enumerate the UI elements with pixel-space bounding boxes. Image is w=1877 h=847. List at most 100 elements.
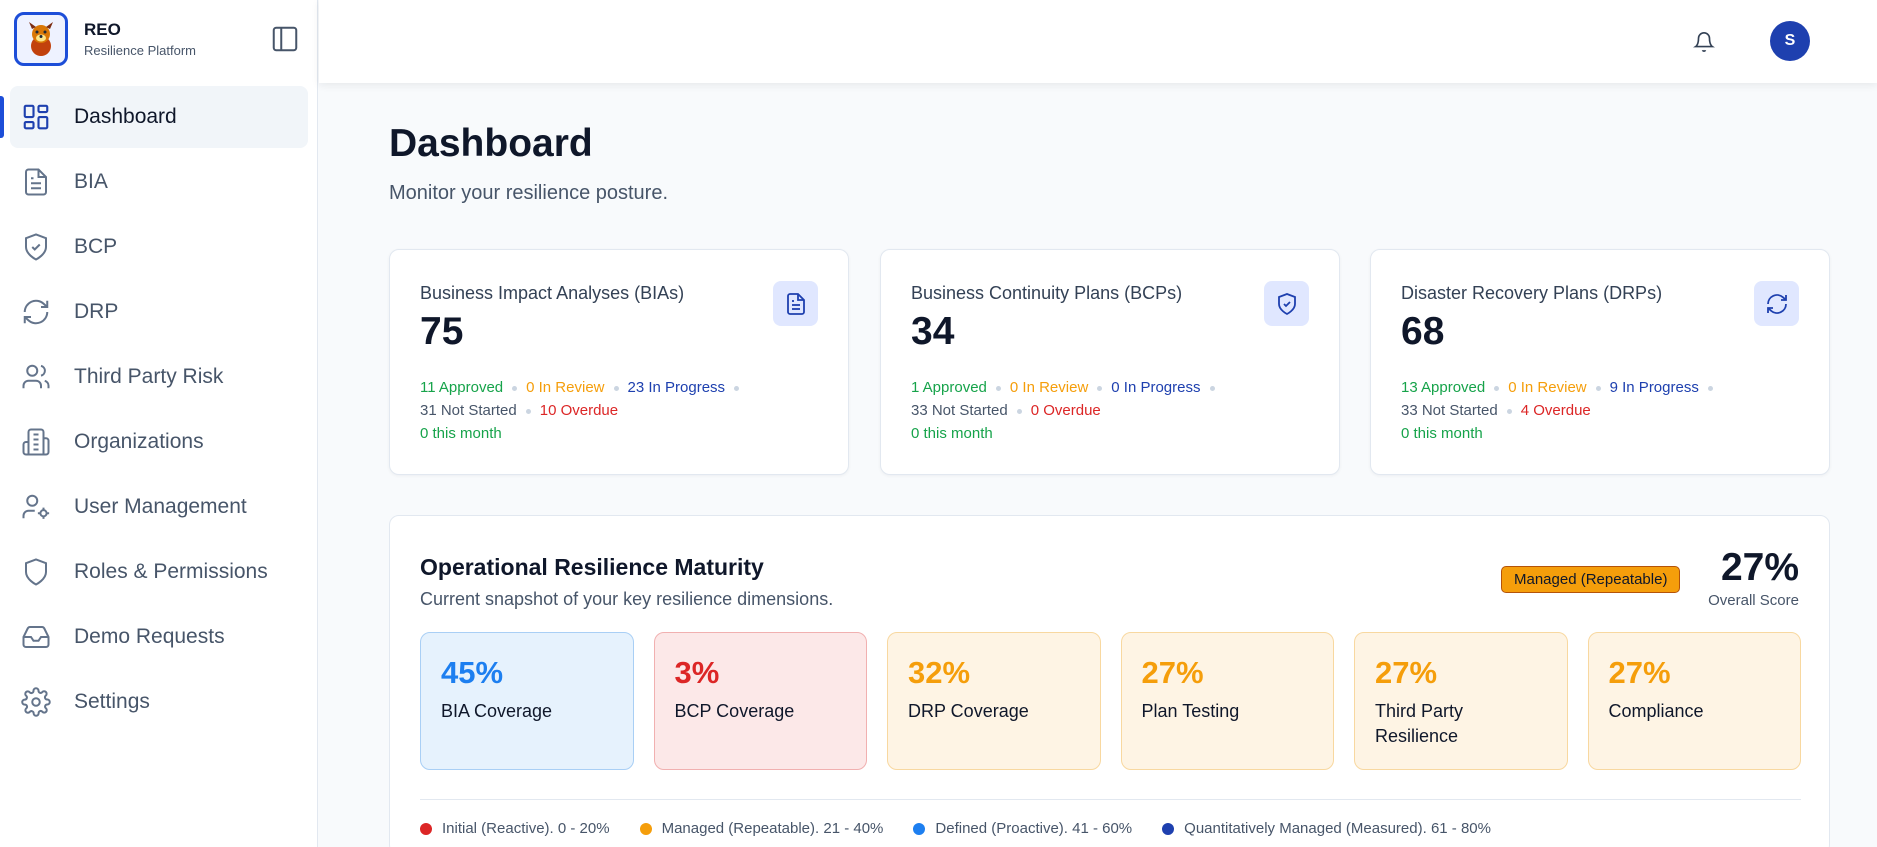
legend-dot (913, 822, 926, 835)
legend-item-managed: Managed (Repeatable). 21 - 40% (639, 820, 884, 837)
sidebar-item-drp[interactable]: DRP (10, 281, 308, 343)
tile-value: 3% (674, 655, 720, 690)
logo (14, 12, 68, 66)
notifications-button[interactable] (1688, 26, 1720, 58)
this-month-count: 0 this month (911, 425, 993, 442)
gear-icon (18, 684, 54, 720)
sidebar-nav: Dashboard BIA BCP DRP Third Party Risk (0, 86, 318, 736)
stat-card-drps[interactable]: Disaster Recovery Plans (DRPs) 68 13 App… (1370, 249, 1830, 475)
sidebar-item-dashboard[interactable]: Dashboard (0, 86, 308, 148)
in-progress-count: 0 In Progress (1111, 379, 1201, 396)
sidebar-item-label: BIA (74, 170, 108, 193)
tile-value: 27% (1608, 655, 1671, 690)
legend-item-defined: Defined (Proactive). 41 - 60% (913, 820, 1132, 837)
maturity-subtitle: Current snapshot of your key resilience … (420, 589, 834, 609)
in-review-count: 0 In Review (1009, 379, 1089, 396)
sidebar-item-label: DRP (74, 300, 119, 323)
top-bar: S (319, 0, 1877, 83)
maturity-legend: Initial (Reactive). 0 - 20% Managed (Rep… (420, 820, 1521, 837)
shield-check-icon (1264, 281, 1309, 326)
sidebar-item-label: Roles & Permissions (74, 560, 268, 583)
legend-label: Quantitatively Managed (Measured). 61 - … (1184, 820, 1491, 837)
not-started-count: 33 Not Started (911, 402, 1008, 419)
approved-count: 1 Approved (911, 379, 987, 396)
approved-count: 11 Approved (420, 379, 504, 396)
maturity-panel: Operational Resilience Maturity Current … (389, 515, 1830, 847)
tile-label: Compliance (1608, 701, 1704, 721)
sidebar-toggle-button[interactable] (268, 22, 302, 56)
shield-icon (18, 554, 54, 590)
refresh-icon (18, 294, 54, 330)
legend-label: Managed (Repeatable). 21 - 40% (661, 820, 884, 837)
user-cog-icon (18, 489, 54, 525)
sidebar-item-label: Settings (74, 690, 150, 713)
user-avatar[interactable]: S (1770, 21, 1810, 61)
sidebar-item-label: Organizations (74, 430, 204, 453)
this-month-count: 0 this month (1401, 425, 1483, 442)
overall-score-value: 27% (1720, 546, 1799, 589)
maturity-level-badge: Managed (Repeatable) (1501, 566, 1681, 593)
sidebar-item-roles-permissions[interactable]: Roles & Permissions (10, 541, 308, 603)
approved-count: 13 Approved (1401, 379, 1486, 396)
maturity-tile-drp-coverage[interactable]: 32% DRP Coverage (887, 632, 1101, 770)
document-icon (773, 281, 818, 326)
maturity-tile-compliance[interactable]: 27% Compliance (1587, 632, 1801, 770)
not-started-count: 31 Not Started (420, 402, 517, 419)
maturity-tile-third-party-resilience[interactable]: 27% Third Party Resilience (1354, 632, 1568, 770)
in-review-count: 0 In Review (526, 379, 605, 396)
in-progress-count: 9 In Progress (1609, 379, 1699, 396)
stat-card-value: 75 (420, 310, 464, 353)
sidebar-item-label: Demo Requests (74, 625, 225, 648)
document-icon (18, 164, 54, 200)
sidebar-item-settings[interactable]: Settings (10, 671, 308, 733)
sidebar-item-user-management[interactable]: User Management (10, 476, 308, 538)
tile-value: 32% (908, 655, 971, 690)
stat-card-breakdown: 1 Approved 0 In Review 0 In Progress 33 No… (911, 376, 1321, 445)
maturity-tile-plan-testing[interactable]: 27% Plan Testing (1120, 632, 1334, 770)
legend-dot (1162, 822, 1175, 835)
panel-left-icon (272, 26, 298, 52)
dashboard-grid-icon (18, 99, 54, 135)
sidebar-item-third-party-risk[interactable]: Third Party Risk (10, 346, 308, 408)
page-title: Dashboard (389, 122, 593, 165)
legend-dot (639, 822, 652, 835)
stat-card-bias[interactable]: Business Impact Analyses (BIAs) 75 11 Ap… (389, 249, 849, 475)
overdue-count: 4 Overdue (1520, 402, 1591, 419)
maturity-title: Operational Resilience Maturity (420, 554, 764, 580)
inbox-icon (18, 619, 54, 655)
bell-icon (1693, 32, 1715, 52)
legend-item-quantitatively-managed: Quantitatively Managed (Measured). 61 - … (1162, 820, 1491, 837)
sidebar-item-demo-requests[interactable]: Demo Requests (10, 606, 308, 668)
sidebar-item-label: Third Party Risk (74, 365, 224, 388)
sidebar-item-bcp[interactable]: BCP (10, 216, 308, 278)
tile-label: Third Party Resilience (1375, 701, 1464, 746)
legend-dot (420, 822, 432, 835)
page-subtitle: Monitor your resilience posture. (389, 182, 669, 204)
stat-card-value: 34 (911, 310, 955, 353)
refresh-icon (1754, 281, 1799, 326)
tile-label: BIA Coverage (441, 701, 553, 721)
tile-value: 27% (1375, 655, 1438, 690)
stat-card-breakdown: 13 Approved 0 In Review 9 In Progress 33 N… (1401, 376, 1811, 445)
overall-score-label: Overall Score (1708, 592, 1799, 609)
stat-card-bcps[interactable]: Business Continuity Plans (BCPs) 34 1 Ap… (880, 249, 1340, 475)
legend-label: Initial (Reactive). 0 - 20% (442, 820, 610, 837)
sidebar-item-organizations[interactable]: Organizations (10, 411, 308, 473)
shield-check-icon (18, 229, 54, 265)
sidebar-item-bia[interactable]: BIA (10, 151, 308, 213)
not-started-count: 33 Not Started (1401, 402, 1498, 419)
divider (420, 799, 1801, 800)
maturity-tile-bia-coverage[interactable]: 45% BIA Coverage (420, 632, 634, 770)
this-month-count: 0 this month (420, 425, 502, 442)
overdue-count: 0 Overdue (1030, 402, 1101, 419)
legend-label: Defined (Proactive). 41 - 60% (935, 820, 1133, 837)
legend-item-initial: Initial (Reactive). 0 - 20% (420, 820, 610, 837)
brand-subtitle: Resilience Platform (84, 43, 196, 58)
tile-label: Plan Testing (1141, 701, 1240, 721)
in-review-count: 0 In Review (1508, 379, 1587, 396)
maturity-tile-bcp-coverage[interactable]: 3% BCP Coverage (653, 632, 867, 770)
brand[interactable]: REO Resilience Platform (14, 12, 196, 66)
sidebar: REO Resilience Platform Dashboard BIA BC… (0, 0, 318, 847)
stat-card-breakdown: 11 Approved 0 In Review 23 In Progress 31 … (420, 376, 830, 445)
in-progress-count: 23 In Progress (627, 379, 726, 396)
